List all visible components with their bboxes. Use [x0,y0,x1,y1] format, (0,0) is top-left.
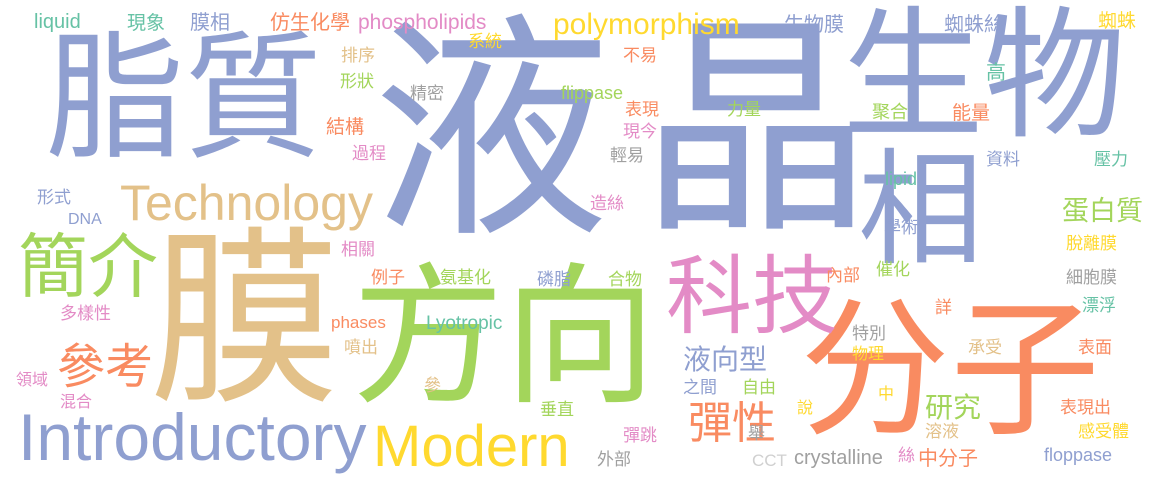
word-shengwu: 生物 [842,0,1126,159]
word-piaofu: 漂浮 [1082,296,1116,316]
word-hunhe: 混合 [60,392,93,411]
word-shuo: 說 [797,398,814,417]
word-shengwumo: 生物膜 [784,12,844,36]
word-buyi: 不易 [623,46,657,66]
word-floppase: floppase [1044,445,1113,465]
word-gao: 高 [986,60,1006,84]
word-lyotropic: Lyotropic [426,313,503,334]
word-lizi: 例子 [371,268,405,288]
word-paixu: 排序 [341,46,375,66]
word-phospholipids: phospholipids [358,11,487,34]
word-technology: Technology [120,175,373,231]
word-jingmi: 精密 [410,84,444,104]
word-jing: 晶 [640,0,873,265]
word-ziliao: 資料 [986,150,1020,170]
word-tebie: 特別 [852,324,886,344]
word-crystalline: crystalline [794,447,883,469]
word-ziyou: 自由 [742,378,776,398]
word-waibu: 外部 [597,450,631,470]
word-xingshi: 形式 [37,188,71,208]
word-xueshu: 學術 [884,218,918,238]
word-si: 絲 [898,446,915,466]
word-ganshouti: 感受體 [1078,422,1129,442]
word-biaoxianchu: 表現出 [1060,398,1111,418]
word-biaomian: 表面 [1078,338,1112,358]
word-fangxiang: 方向 [352,249,656,426]
word-lipid: lipid [885,169,918,189]
word-danbaizhi: 蛋白質 [1062,196,1143,227]
word-fenzi: 分子 [800,284,1101,458]
word-tanxing: 彈性 [688,398,776,449]
word-biaoxian: 表現 [625,100,659,120]
word-ju: 舉 [748,424,765,444]
word-cankao: 參考 [57,339,154,395]
word-polymorphism: polymorphism [553,8,740,41]
word-xibaomo: 細胞膜 [1066,268,1117,288]
word-linzhi: 磷脂 [537,270,571,290]
word-xianjin: 現今 [623,122,657,142]
word-xiang: 相 [858,138,983,283]
word-qingyi: 輕易 [610,146,644,166]
word-dna: DNA [68,211,102,228]
word-ye: 液 [372,0,610,271]
word-hewu: 合物 [608,270,642,290]
word-guocheng: 過程 [352,144,386,164]
word-zhongfenzi: 中分子 [918,446,978,470]
word-liquid: liquid [34,11,81,33]
word-wuli: 物理 [852,344,885,363]
word-yanjiu: 研究 [925,391,982,424]
word-juhe: 聚合 [872,102,908,123]
word-liliang: 力量 [727,100,761,120]
word-cct: CCT [752,451,787,470]
word-nengliang: 能量 [952,102,991,124]
word-zhizhusi: 蜘蛛絲 [944,12,1004,36]
word-zhizhi: 脂質 [46,18,323,179]
word-tantiao: 彈跳 [623,426,657,446]
word-moxiang: 膜相 [190,10,230,34]
word-fangshenghuaxue: 仿生化學 [270,10,350,34]
word-zhijian: 之間 [683,378,717,398]
word-zaosi: 造絲 [590,194,624,214]
word-jianjie: 簡介 [18,226,158,308]
word-penchu: 噴出 [344,338,378,358]
word-xiangguan: 相關 [341,240,375,260]
word-keji: 科技 [666,247,838,347]
word-tuolimo: 脫離膜 [1066,234,1117,254]
word-neibu: 內部 [826,266,860,286]
word-zhong: 中 [878,384,895,403]
word-cuihua: 催化 [876,260,910,280]
word-introductory: Introductory [18,400,367,474]
word-flippase: flippase [561,83,624,103]
word-can: 參 [424,376,441,396]
word-xitong: 系統 [468,32,502,52]
word-mo: 膜 [150,210,341,431]
word-xiang-detail: 詳 [935,298,952,318]
word-anjihua: 氨基化 [440,268,491,288]
word-rongye: 溶液 [925,422,959,442]
word-chuizhi: 垂直 [540,400,574,420]
word-phases: phases [331,313,386,332]
word-jiegou: 結構 [326,116,365,138]
word-yexiangxing: 液向型 [683,343,768,376]
word-yali: 壓力 [1094,150,1128,170]
word-lingyu: 領域 [16,370,49,389]
word-xingzhuang: 形狀 [340,72,374,92]
word-xianxiang: 現象 [127,12,166,34]
word-chengshou: 承受 [968,338,1002,358]
word-duoyangxing: 多樣性 [60,304,111,324]
word-zhizhu: 蜘蛛 [1098,10,1137,32]
word-modern: Modern [373,414,570,479]
